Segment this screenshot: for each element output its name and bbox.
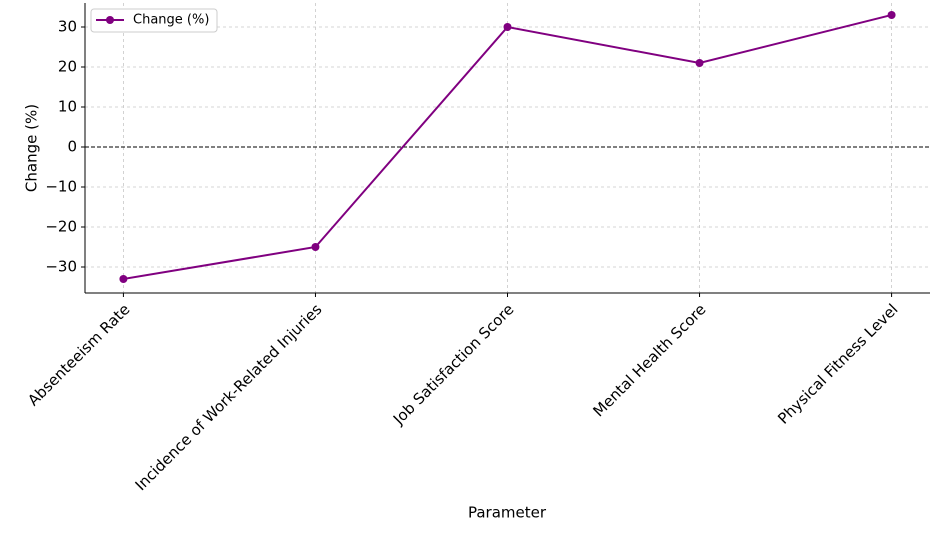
y-axis-label: Change (%) bbox=[23, 104, 41, 192]
x-tick-label: Job Satisfaction Score bbox=[389, 300, 517, 428]
point bbox=[695, 59, 704, 67]
y-tick-label: −20 bbox=[45, 218, 77, 236]
y-tick-label: −10 bbox=[45, 178, 77, 196]
y-tick-label: 10 bbox=[58, 98, 77, 116]
x-tick-label: Physical Fitness Level bbox=[774, 300, 901, 427]
y-tick-label: 30 bbox=[58, 18, 77, 36]
x-axis-label: Parameter bbox=[468, 504, 547, 522]
legend-label: Change (%) bbox=[133, 13, 209, 28]
point bbox=[887, 11, 896, 19]
point bbox=[503, 23, 512, 31]
point bbox=[119, 275, 128, 283]
legend: Change (%) bbox=[90, 8, 218, 33]
x-tick-label: Mental Health Score bbox=[590, 300, 710, 420]
point bbox=[311, 243, 320, 251]
x-tick-label: Incidence of Work-Related Injuries bbox=[132, 300, 326, 494]
legend-marker bbox=[106, 16, 114, 24]
y-tick-label: −30 bbox=[45, 258, 77, 276]
y-tick-label: 0 bbox=[67, 138, 77, 156]
legend-box bbox=[90, 8, 218, 33]
y-tick-label: 20 bbox=[58, 58, 77, 76]
x-tick-label: Absenteeism Rate bbox=[24, 300, 133, 409]
